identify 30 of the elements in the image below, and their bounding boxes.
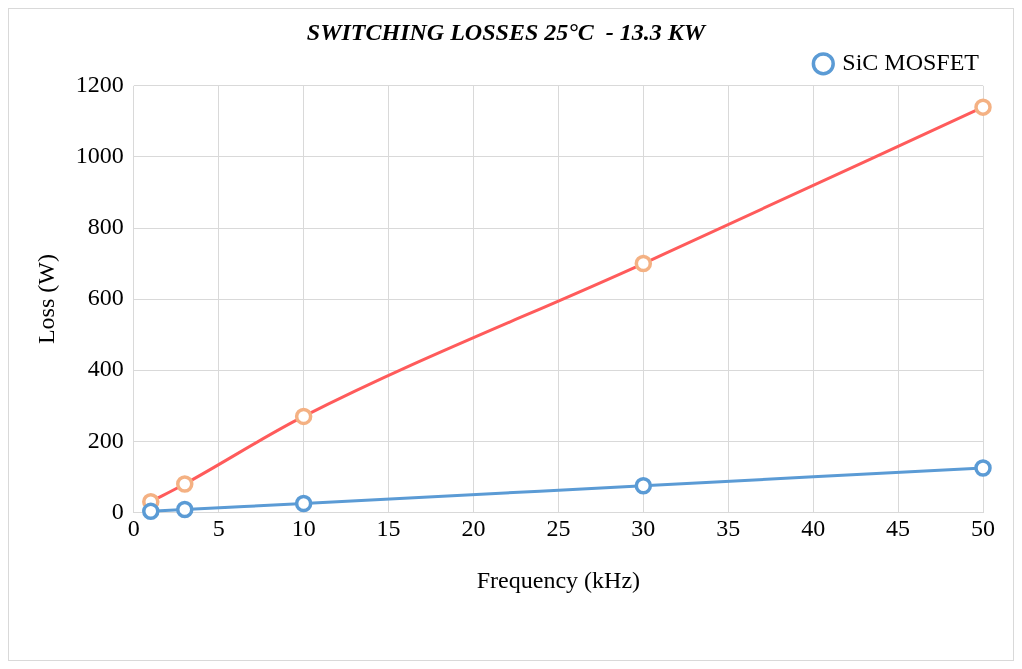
- x-tick-label: 5: [212, 515, 225, 542]
- x-tick-label: 10: [291, 515, 316, 542]
- legend-label: SiC MOSFET: [842, 49, 980, 76]
- point: [176, 500, 194, 519]
- point: [634, 254, 653, 273]
- point: [634, 476, 653, 495]
- point: [974, 459, 992, 477]
- x-tick-label: 20: [461, 515, 486, 542]
- y-tick-label: 0: [111, 497, 124, 524]
- y-tick-label: 1000: [75, 142, 124, 169]
- point: [974, 98, 992, 116]
- y-tick-label: 800: [87, 213, 124, 240]
- x-tick-label: 45: [886, 515, 911, 542]
- x-tick-label: 15: [376, 515, 401, 542]
- x-tick-label: 50: [971, 515, 995, 542]
- x-axis-title: Frequency (kHz): [476, 566, 641, 593]
- y-axis-title: Loss (W): [32, 254, 59, 345]
- y-tick-label: 400: [87, 355, 124, 382]
- x-tick-label: 35: [716, 515, 741, 542]
- chart-title: SWITCHING LOSSES 25°C - 13.3 KW: [306, 18, 707, 45]
- x-tick-label: 30: [631, 515, 656, 542]
- point: [294, 407, 313, 426]
- x-tick-label: 40: [801, 515, 826, 542]
- y-tick-label: 200: [87, 426, 124, 453]
- point: [176, 475, 194, 493]
- y-tick-label: 1200: [75, 71, 124, 98]
- point: [142, 502, 160, 521]
- point: [294, 494, 313, 513]
- y-tick-label: 600: [87, 284, 124, 311]
- x-tick-label: 25: [546, 515, 571, 542]
